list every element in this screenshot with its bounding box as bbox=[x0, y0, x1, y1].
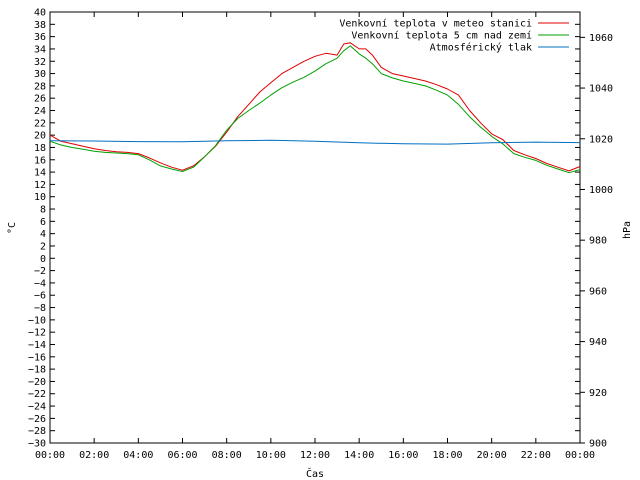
legend: Venkovní teplota v meteo staniciVenkovní… bbox=[339, 18, 569, 54]
x-tick-label: 08:00 bbox=[212, 450, 242, 461]
x-axis: 00:00 02:00 04:00 06:00 08:00 10:00 12:00 14:00… bbox=[35, 12, 595, 461]
y-tick-label: −12 bbox=[28, 328, 46, 339]
y-tick-label: 8 bbox=[40, 205, 46, 216]
x-tick-label: 14:00 bbox=[344, 450, 374, 461]
x-tick-label: 18:00 bbox=[432, 450, 462, 461]
y-tick-label: 30 bbox=[34, 69, 46, 80]
x-tick-label: 16:00 bbox=[388, 450, 418, 461]
y-tick-label: 28 bbox=[34, 81, 46, 92]
y2-tick-label: 980 bbox=[589, 236, 607, 247]
y-tick-label: 32 bbox=[34, 57, 46, 68]
y-tick-label: −2 bbox=[34, 266, 46, 277]
y-tick-label: −26 bbox=[28, 414, 46, 425]
y-axis-right: 900 920 940 960 980 1000 1020 1040 1060 bbox=[580, 33, 613, 450]
y-tick-label: −30 bbox=[28, 439, 46, 450]
x-tick-label: 22:00 bbox=[521, 450, 551, 461]
y2-tick-label: 900 bbox=[589, 439, 607, 450]
y-tick-label: 6 bbox=[40, 217, 46, 228]
y-tick-label: 10 bbox=[34, 192, 46, 203]
y-tick-label: 26 bbox=[34, 94, 46, 105]
y2-tick-label: 1060 bbox=[589, 33, 613, 44]
x-tick-label: 02:00 bbox=[79, 450, 109, 461]
y-tick-label: 36 bbox=[34, 32, 46, 43]
y-tick-label: −22 bbox=[28, 389, 46, 400]
y-tick-label: −8 bbox=[34, 303, 46, 314]
y2-axis-label: hPa bbox=[622, 221, 633, 239]
y-tick-label: 18 bbox=[34, 143, 46, 154]
x-tick-label: 10:00 bbox=[256, 450, 286, 461]
series-lines bbox=[49, 42, 581, 174]
y-tick-label: −20 bbox=[28, 377, 46, 388]
y-tick-label: 2 bbox=[40, 241, 46, 252]
y-tick-label: −10 bbox=[28, 315, 46, 326]
y-axis-label: °C bbox=[7, 222, 18, 234]
y-tick-label: −24 bbox=[28, 402, 46, 413]
y-tick-label: 20 bbox=[34, 131, 46, 142]
x-tick-label: 20:00 bbox=[477, 450, 507, 461]
y-tick-label: 24 bbox=[34, 106, 46, 117]
y-tick-label: 38 bbox=[34, 20, 46, 31]
y-axis-left: −30−28−26−24−22−20−18−16−14−12−10−8−6−4−… bbox=[28, 8, 580, 450]
y-tick-label: 4 bbox=[40, 229, 46, 240]
x-tick-label: 06:00 bbox=[167, 450, 197, 461]
y-tick-label: 12 bbox=[34, 180, 46, 191]
y2-tick-label: 920 bbox=[589, 388, 607, 399]
y2-tick-label: 1000 bbox=[589, 185, 613, 196]
x-tick-label: 00:00 bbox=[565, 450, 595, 461]
legend-label-1: Venkovní teplota 5 cm nad zemí bbox=[351, 30, 532, 42]
plot-frame bbox=[49, 11, 581, 444]
y-tick-label: −16 bbox=[28, 352, 46, 363]
y-tick-label: −6 bbox=[34, 291, 46, 302]
x-axis-label: Čas bbox=[306, 467, 324, 480]
y2-tick-label: 940 bbox=[589, 337, 607, 348]
series-line-1 bbox=[49, 45, 581, 174]
x-tick-label: 00:00 bbox=[35, 450, 65, 461]
y-tick-label: −14 bbox=[28, 340, 46, 351]
legend-label-0: Venkovní teplota v meteo stanici bbox=[339, 18, 532, 30]
y2-tick-label: 1040 bbox=[589, 84, 613, 95]
series-line-2 bbox=[49, 139, 581, 145]
y-tick-label: 22 bbox=[34, 118, 46, 129]
y-tick-label: 14 bbox=[34, 168, 46, 179]
series-line-0 bbox=[49, 42, 581, 172]
y-tick-label: −18 bbox=[28, 365, 46, 376]
y-tick-label: 0 bbox=[40, 254, 46, 265]
y2-tick-label: 1020 bbox=[589, 134, 613, 145]
legend-label-2: Atmosférický tlak bbox=[430, 42, 532, 54]
y-tick-label: 40 bbox=[34, 8, 46, 19]
x-tick-label: 12:00 bbox=[300, 450, 330, 461]
y-tick-label: −28 bbox=[28, 426, 46, 437]
y-tick-label: 16 bbox=[34, 155, 46, 166]
x-tick-label: 04:00 bbox=[123, 450, 153, 461]
y-tick-label: −4 bbox=[34, 278, 46, 289]
y-tick-label: 34 bbox=[34, 44, 46, 55]
y2-tick-label: 960 bbox=[589, 286, 607, 297]
